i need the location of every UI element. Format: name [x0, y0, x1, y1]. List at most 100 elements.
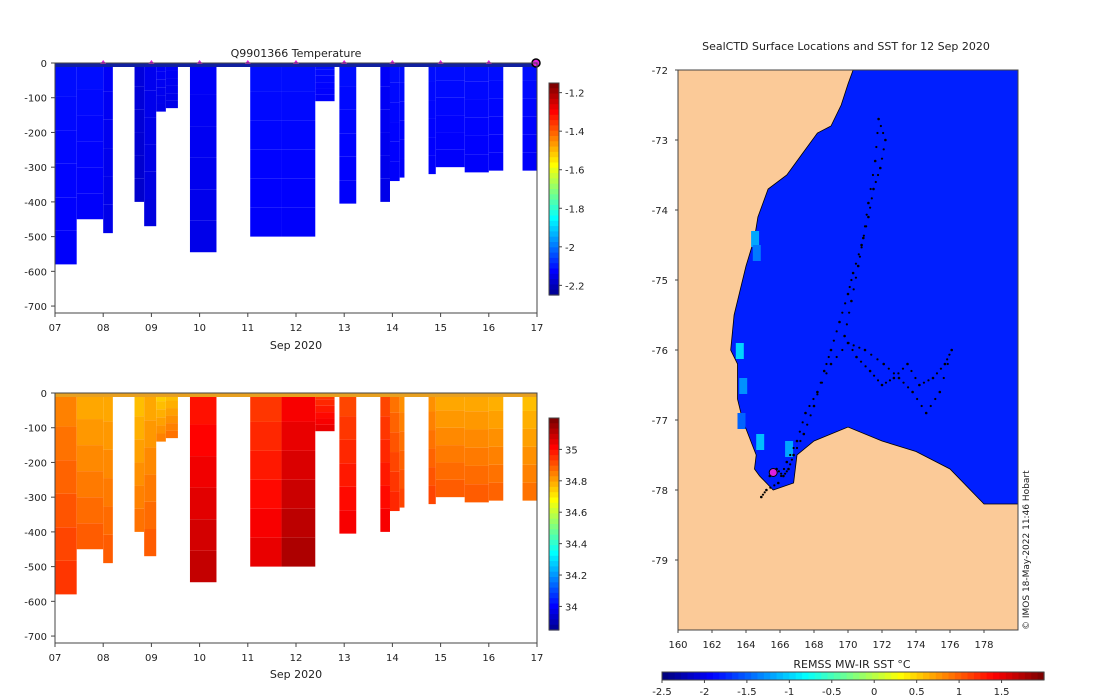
seal-surface-location: [876, 379, 880, 382]
seal-surface-location: [860, 246, 863, 249]
lon-tick-label: 170: [838, 640, 857, 651]
colorbar-segment: [549, 423, 559, 430]
colorbar-segment: [674, 672, 682, 680]
profile-15-band-1: [428, 411, 436, 431]
y-tick-label: -700: [24, 302, 47, 313]
profile-7-band-3: [189, 487, 217, 520]
colorbar-segment: [549, 183, 559, 190]
colorbar-segment: [549, 561, 559, 567]
colorbar-segment: [814, 672, 822, 680]
seal-surface-location: [835, 330, 838, 333]
profile-10-band-1: [315, 69, 335, 76]
profile-7-band-5: [189, 550, 217, 583]
seal-surface-location: [864, 365, 867, 368]
colorbar-segment: [549, 167, 559, 174]
lat-tick-label: -79: [652, 556, 668, 567]
colorbar-segment: [549, 486, 559, 493]
colorbar-segment: [549, 465, 559, 472]
colorbar-segment: [681, 672, 689, 680]
colorbar-segment: [549, 497, 559, 504]
colorbar-tick-label: 1: [956, 687, 962, 698]
seal-surface-location: [801, 421, 804, 424]
seal-surface-location: [854, 262, 858, 265]
seal-surface-location: [855, 355, 858, 359]
colorbar-segment: [549, 88, 559, 95]
profile-16-band-4: [435, 462, 465, 480]
seal-surface-location: [846, 341, 850, 345]
profile-18-band-4: [488, 464, 504, 483]
colorbar-segment: [549, 236, 559, 243]
colorbar-segment: [549, 268, 559, 275]
seal-surface-location: [795, 439, 799, 443]
colorbar-segment: [878, 672, 886, 680]
colorbar-segment: [549, 449, 559, 456]
colorbar-segment: [935, 672, 943, 680]
profile-6-band-2: [165, 408, 178, 416]
seal-surface-location: [863, 225, 867, 228]
profile-16-band-2: [435, 427, 465, 446]
profile-14-band-5: [399, 158, 405, 178]
temperature-title: Q9901366 Temperature: [231, 47, 362, 60]
seal-surface-location: [827, 355, 830, 359]
x-tick-label: 10: [193, 323, 206, 334]
profile-17-band-5: [464, 154, 489, 173]
profile-15-band-0: [428, 393, 436, 412]
seal-surface-location: [946, 358, 949, 361]
profile-19-band-4: [522, 134, 537, 153]
coastal-sst-cell: [751, 231, 760, 247]
salinity-plot-area: [55, 393, 537, 595]
x-tick-label: 12: [290, 323, 303, 334]
colorbar-segment: [757, 672, 765, 680]
colorbar-segment: [549, 619, 559, 626]
profile-17-band-4: [464, 465, 489, 485]
colorbar-segment: [916, 672, 924, 680]
profile-9-band-1: [281, 91, 316, 121]
profile-17-band-1: [464, 411, 489, 430]
seal-surface-location: [877, 117, 880, 121]
profile-6-band-3: [165, 85, 178, 94]
profile-17-band-2: [464, 99, 489, 118]
profile-1-band-5: [76, 523, 104, 550]
colorbar-segment: [853, 672, 860, 680]
seal-surface-location: [858, 255, 862, 258]
profile-4-band-0: [144, 393, 157, 421]
colorbar-segment: [751, 672, 759, 680]
profile-7-band-1: [189, 94, 217, 127]
coastal-sst-cell: [737, 413, 746, 429]
x-tick-label: 16: [482, 653, 495, 664]
colorbar-segment: [549, 146, 559, 153]
profile-2-band-4: [103, 506, 113, 535]
profile-3-band-4: [134, 155, 145, 179]
profile-8-band-2: [250, 450, 282, 480]
profile-17-band-3: [464, 447, 489, 466]
profile-0-band-5: [55, 230, 77, 265]
seal-surface-location: [876, 131, 879, 135]
profile-0-band-1: [55, 426, 77, 461]
colorbar-segment: [891, 672, 899, 680]
profile-0-band-5: [55, 560, 77, 595]
profile-6-band-4: [165, 423, 178, 431]
colorbar-segment: [549, 418, 559, 424]
profile-13-band-1: [389, 412, 400, 433]
profile-7-band-4: [189, 189, 217, 221]
seal-surface-location: [780, 474, 783, 478]
profile-5-band-2: [156, 79, 166, 88]
profile-0-band-2: [55, 460, 77, 494]
profile-9-band-4: [281, 508, 316, 538]
profile-4-band-1: [144, 90, 157, 118]
colorbar-segment: [872, 672, 880, 680]
seal-surface-location: [792, 446, 795, 450]
seal-surface-location: [784, 472, 787, 475]
profile-12-band-0: [380, 393, 390, 417]
profile-12-band-3: [380, 132, 390, 156]
colorbar-segment: [789, 672, 797, 680]
profile-14-band-2: [399, 101, 405, 121]
profile-18-band-3: [488, 116, 504, 135]
y-tick-label: -300: [24, 163, 47, 174]
seal-surface-location: [884, 138, 887, 142]
colorbar-segment: [549, 571, 559, 578]
seal-surface-location: [802, 432, 806, 436]
seal-surface-location: [825, 362, 828, 366]
seal-surface-location: [880, 157, 884, 160]
profile-0-band-0: [55, 393, 77, 427]
